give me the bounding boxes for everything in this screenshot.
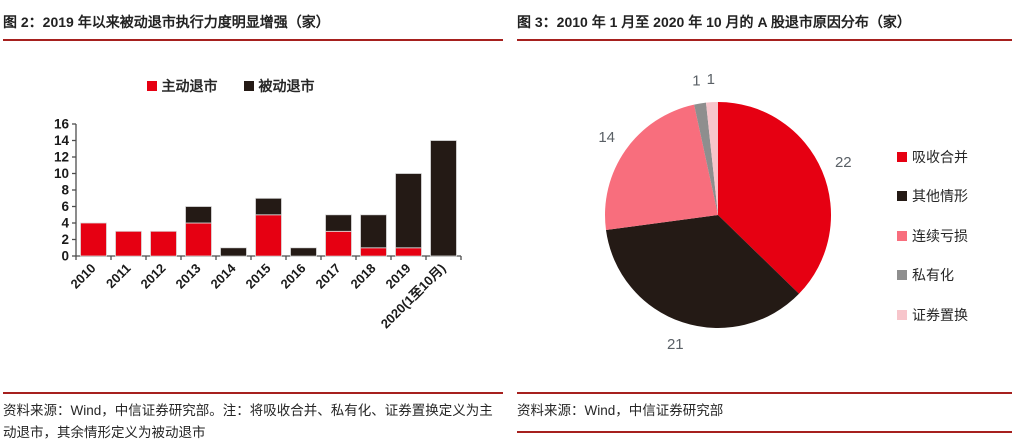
legend-item-passive-delisting: 被动退市 <box>243 76 315 96</box>
legend-item-absorption-merger: 吸收合并 <box>897 137 968 177</box>
svg-text:10: 10 <box>54 166 69 181</box>
legend-item-other-situations: 其他情形 <box>897 177 968 217</box>
svg-text:14: 14 <box>54 133 70 148</box>
legend-swatch-privatization <box>897 270 907 281</box>
legend-label-absorption-merger: 吸收合并 <box>912 148 968 165</box>
legend-item-active-delisting: 主动退市 <box>146 76 218 96</box>
svg-text:0: 0 <box>61 249 69 264</box>
legend-label-passive-delisting: 被动退市 <box>258 78 315 94</box>
svg-text:2013: 2013 <box>173 261 204 292</box>
svg-text:2018: 2018 <box>348 261 379 292</box>
pie-chart-legend: 吸收合并 其他情形 连续亏损 私有化 证券置换 <box>897 137 968 335</box>
legend-swatch-red <box>146 81 157 91</box>
svg-text:2016: 2016 <box>278 261 309 292</box>
svg-text:2: 2 <box>61 232 69 247</box>
svg-text:6: 6 <box>61 199 69 214</box>
svg-text:14: 14 <box>598 129 615 146</box>
legend-label-privatization: 私有化 <box>912 267 954 284</box>
pie-chart: 22 21 14 1 1 <box>598 72 852 353</box>
legend-label-securities-swap: 证券置换 <box>912 306 968 323</box>
legend-item-securities-swap: 证券置换 <box>897 295 968 335</box>
legend-label-other-situations: 其他情形 <box>912 188 968 205</box>
svg-text:16: 16 <box>54 117 70 132</box>
legend-label-consecutive-losses: 连续亏损 <box>912 227 968 244</box>
figure-3-title: 图 3：2010 年 1 月至 2020 年 10 月的 A 股退市原因分布（家… <box>517 12 1012 41</box>
svg-text:2017: 2017 <box>313 261 344 292</box>
svg-text:4: 4 <box>61 216 69 231</box>
figure-2-source-note: 资料来源：Wind，中信证券研究部。注：将吸收合并、私有化、证券置换定义为主动退… <box>3 392 503 443</box>
figure-2-title: 图 2：2019 年以来被动退市执行力度明显增强（家） <box>3 12 503 41</box>
svg-text:22: 22 <box>835 154 852 171</box>
legend-label-active-delisting: 主动退市 <box>161 78 218 94</box>
svg-text:21: 21 <box>667 336 684 353</box>
svg-text:2012: 2012 <box>138 261 169 292</box>
bar-chart-legend: 主动退市 被动退市 <box>3 76 458 96</box>
legend-swatch-other-situations <box>897 191 907 202</box>
legend-swatch-securities-swap <box>897 309 907 320</box>
legend-item-consecutive-losses: 连续亏损 <box>897 216 968 256</box>
figure-3-source-note: 资料来源：Wind，中信证券研究部 <box>517 392 1012 433</box>
legend-item-privatization: 私有化 <box>897 256 968 296</box>
svg-text:2015: 2015 <box>243 261 274 292</box>
svg-text:2010: 2010 <box>68 261 99 292</box>
legend-swatch-consecutive-losses <box>897 230 907 241</box>
svg-text:8: 8 <box>61 183 69 198</box>
svg-text:1: 1 <box>692 73 700 90</box>
svg-text:12: 12 <box>54 150 69 165</box>
figure-3-panel: 图 3：2010 年 1 月至 2020 年 10 月的 A 股退市原因分布（家… <box>517 12 1012 433</box>
legend-swatch-absorption-merger <box>897 151 907 162</box>
svg-text:2014: 2014 <box>208 260 240 292</box>
svg-text:2019: 2019 <box>383 261 414 292</box>
svg-text:1: 1 <box>707 72 715 88</box>
svg-text:2011: 2011 <box>103 261 134 292</box>
legend-swatch-black <box>243 81 254 91</box>
